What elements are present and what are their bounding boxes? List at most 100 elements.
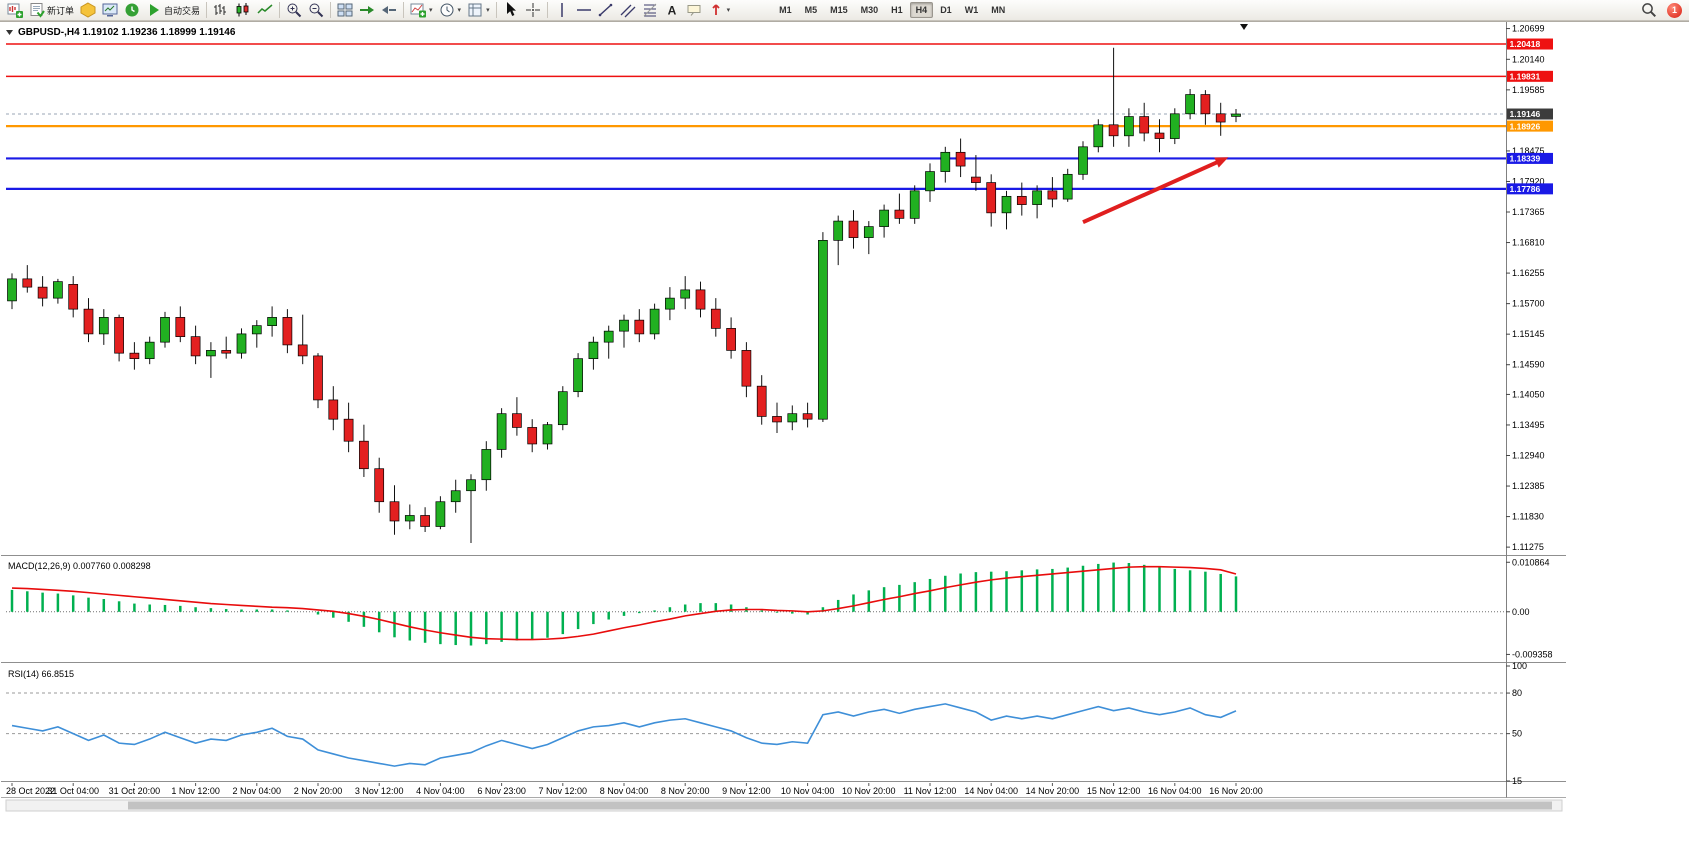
bar-chart-mode-button[interactable]	[210, 0, 232, 21]
timeframe-mn-button[interactable]: MN	[991, 5, 1006, 15]
candle-body	[818, 240, 828, 420]
candle	[404, 504, 415, 530]
price-tick-label: 1.15145	[1512, 329, 1545, 339]
chart-shift-marker-icon[interactable]	[1240, 24, 1248, 30]
candle	[435, 496, 446, 530]
candle-body	[588, 341, 599, 360]
timeframe-d1-button[interactable]: D1	[940, 5, 952, 15]
candle-body	[466, 479, 476, 492]
candle	[512, 397, 522, 436]
auto-scroll-button[interactable]	[356, 0, 378, 21]
hline-icon	[576, 2, 592, 18]
timeframe-m5-button[interactable]: M5	[804, 5, 818, 15]
bars-icon	[213, 2, 229, 18]
price-tick-label: 1.18475	[1512, 146, 1545, 156]
toolbar-separator	[495, 2, 497, 18]
candle-body	[1169, 113, 1180, 139]
new-order-button[interactable]: 新订单	[26, 0, 77, 21]
candle	[206, 342, 216, 378]
autotrading-button[interactable]: 自动交易	[143, 0, 203, 21]
price-tick-label: 1.12385	[1512, 481, 1545, 491]
candle-body	[404, 515, 415, 522]
chart-canvas[interactable]: 1.20699 1.20140 1.19585 1.18475 1.17920 1.173…	[0, 21, 1689, 864]
tile-windows-button[interactable]	[334, 0, 356, 21]
line-chart-mode-button[interactable]	[254, 0, 276, 21]
market-watch-button[interactable]	[99, 0, 121, 21]
history-center-button[interactable]	[121, 0, 143, 21]
candle-body	[251, 325, 262, 335]
horizontal-line-button[interactable]	[573, 0, 595, 21]
cursor-button[interactable]	[500, 0, 522, 21]
time-label: 28 Oct 2022	[6, 786, 55, 796]
zoom-in-button[interactable]	[283, 0, 305, 21]
candle-body	[1124, 116, 1134, 137]
time-label: 8 Nov 20:00	[661, 786, 710, 796]
horizontal-scrollbar-thumb[interactable]	[128, 801, 1552, 810]
candle-body	[741, 350, 752, 387]
metaeditor-button[interactable]	[77, 0, 99, 21]
zoom-in-icon	[286, 2, 302, 18]
candle	[665, 287, 675, 321]
trendline-button[interactable]	[595, 0, 617, 21]
arrow-objects-button[interactable]: ▾	[705, 0, 734, 21]
trendline-icon	[598, 2, 614, 18]
toolbar-separator	[546, 2, 548, 18]
candle	[114, 314, 124, 362]
fibonacci-retracement-button[interactable]	[639, 0, 661, 21]
timeframe-m30-button[interactable]: M30	[860, 5, 879, 15]
price-level-tag-text: 1.17786	[1510, 184, 1541, 194]
dropdown-arrow-icon[interactable]: ▾	[726, 7, 731, 14]
dropdown-arrow-icon[interactable]: ▾	[486, 7, 490, 14]
candle	[1154, 119, 1165, 153]
candle	[971, 155, 981, 191]
candle	[557, 386, 568, 431]
candle-body	[619, 319, 629, 332]
candle-body	[190, 336, 201, 357]
candle-body	[695, 289, 706, 310]
time-label: 11 Nov 12:00	[904, 786, 957, 796]
candle-body	[114, 317, 124, 354]
candle	[940, 146, 951, 183]
timeframe-h1-button[interactable]: H1	[891, 5, 903, 15]
candle-body	[7, 278, 17, 302]
price-level-tag	[1507, 120, 1553, 132]
periods-button[interactable]: ▾	[436, 0, 465, 21]
candle-body	[634, 319, 645, 335]
candle	[160, 311, 170, 348]
text-button[interactable]: A	[661, 0, 683, 21]
price-tick-label: 1.14590	[1512, 360, 1545, 370]
equidistant-channel-button[interactable]	[617, 0, 639, 21]
candle-body	[848, 220, 859, 238]
timeframe-m1-button[interactable]: M1	[779, 5, 792, 15]
new-chart-button[interactable]	[4, 0, 26, 21]
dropdown-arrow-icon[interactable]: ▾	[429, 7, 433, 14]
candle	[1032, 185, 1042, 219]
notification-badge[interactable]: 1	[1667, 2, 1682, 18]
search-button[interactable]	[1638, 0, 1660, 21]
candle	[389, 485, 400, 535]
candle	[221, 336, 232, 359]
chart-shift-button[interactable]	[378, 0, 400, 21]
timeframe-h4-button[interactable]: H4	[909, 2, 934, 18]
crosshair-button[interactable]	[522, 0, 544, 21]
zoom-out-button[interactable]	[305, 0, 327, 21]
vertical-line-button[interactable]	[551, 0, 573, 21]
text-label-button[interactable]	[683, 0, 705, 21]
indicators-button[interactable]: ▾	[407, 0, 436, 21]
time-label: 14 Nov 20:00	[1026, 786, 1080, 796]
candle	[1016, 182, 1027, 216]
candle	[190, 325, 201, 365]
symbol-dropdown-icon[interactable]	[6, 30, 13, 35]
price-level-tag-text: 1.18339	[1510, 154, 1541, 164]
candle-body	[206, 350, 216, 357]
candle-body	[221, 350, 232, 354]
candle-body	[389, 501, 400, 522]
candle	[619, 314, 629, 348]
trend-arrow-annotation[interactable]	[1082, 159, 1221, 225]
candle	[527, 419, 538, 453]
candlestick-mode-button[interactable]	[232, 0, 254, 21]
dropdown-arrow-icon[interactable]: ▾	[457, 7, 462, 14]
timeframe-m15-button[interactable]: M15	[830, 5, 848, 15]
templates-button[interactable]: ▾	[464, 0, 493, 21]
timeframe-w1-button[interactable]: W1	[964, 5, 979, 15]
